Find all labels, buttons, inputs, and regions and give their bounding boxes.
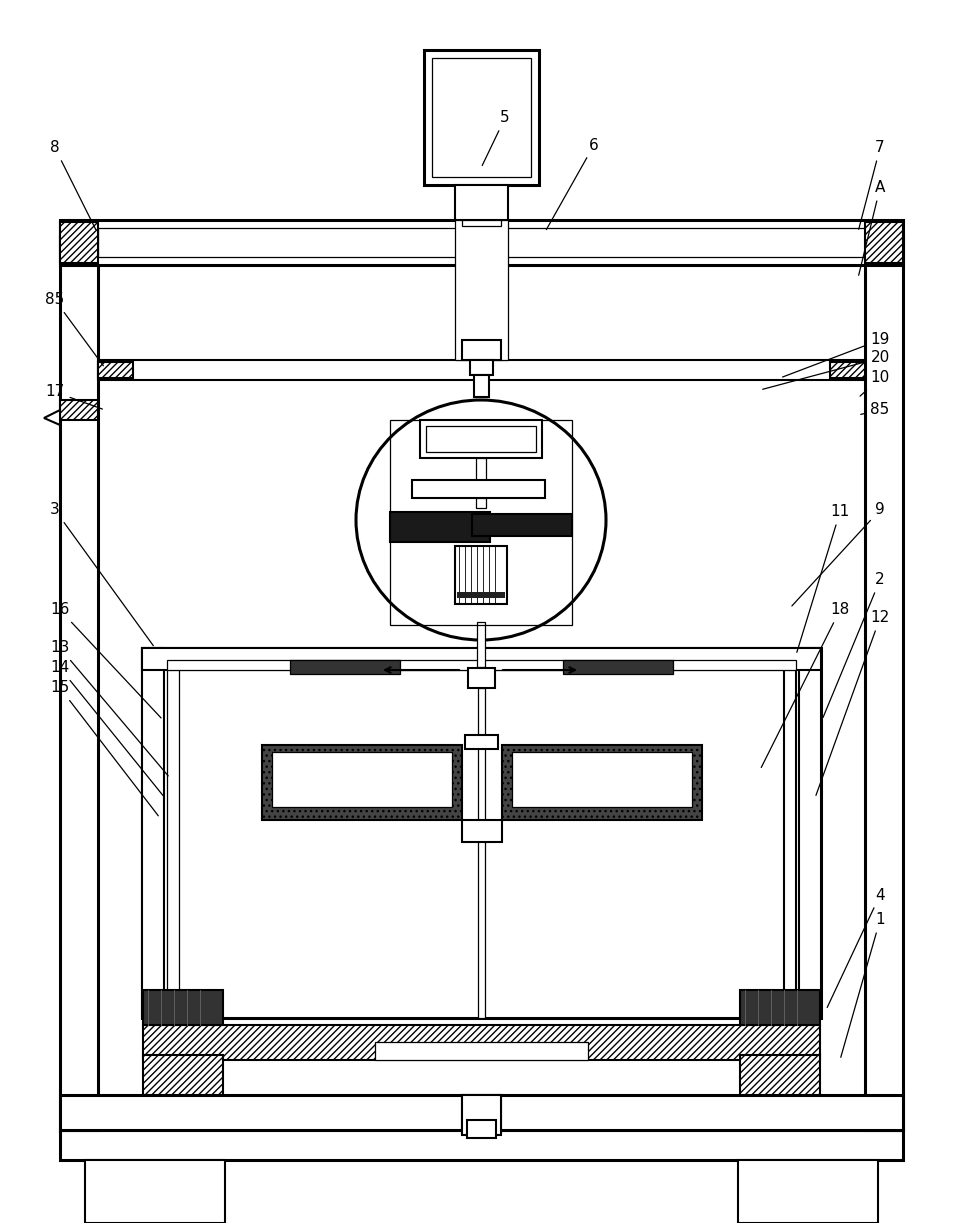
Text: 4: 4 [827,888,885,1008]
Text: 19: 19 [783,333,890,377]
Bar [502,745,702,819]
Bar [143,1025,820,1060]
Text: 11: 11 [796,505,849,652]
Text: A: A [859,181,885,275]
Bar [60,223,98,263]
Text: 16: 16 [50,603,161,718]
Bar [60,235,98,1130]
Bar [143,989,223,1025]
Bar [467,1120,496,1137]
Bar [740,1055,820,1095]
Bar [98,362,133,378]
Bar [426,426,536,453]
Text: 12: 12 [816,610,890,795]
Bar [455,220,508,360]
Bar [563,660,673,674]
Bar [290,660,400,674]
Text: 13: 13 [50,641,169,775]
Text: 10: 10 [860,371,890,396]
Bar [865,223,903,263]
Bar [455,185,508,220]
Bar [468,668,495,689]
Bar [512,752,692,807]
Text: 14: 14 [50,660,164,796]
Bar [474,375,489,397]
Text: 85: 85 [861,402,890,417]
Bar [424,50,539,185]
Bar [462,220,501,226]
Bar [455,545,507,604]
Text: 9: 9 [792,503,885,605]
Bar [420,419,542,457]
Text: 7: 7 [859,141,885,230]
Ellipse shape [356,400,606,640]
Bar [390,419,572,625]
Bar [262,745,462,819]
Bar [476,457,486,479]
Bar [272,752,452,807]
Bar [142,648,164,1018]
Bar [462,1095,501,1135]
Text: 20: 20 [763,351,890,389]
Bar [432,57,531,177]
Bar [390,512,490,542]
Bar [85,1159,225,1223]
Bar [60,400,98,419]
Bar [60,1130,903,1159]
Bar [142,648,821,1018]
Bar [477,623,485,667]
Bar [465,735,498,748]
Bar [830,362,865,378]
Bar [167,660,796,670]
Text: 8: 8 [50,141,95,230]
Bar [167,668,179,1018]
Text: 17: 17 [45,384,102,408]
Bar [476,498,486,508]
Bar [738,1159,878,1223]
Bar [472,514,572,536]
Bar [470,360,493,375]
Bar [462,819,502,841]
Bar [60,220,903,265]
Bar [462,340,501,360]
Bar [462,1095,501,1132]
Bar [457,592,505,598]
Text: 85: 85 [45,292,103,366]
Bar [412,479,545,498]
Polygon shape [44,410,60,426]
Text: 15: 15 [50,680,158,816]
Text: 3: 3 [50,503,153,646]
Text: 18: 18 [761,603,849,768]
Bar [142,648,821,670]
Bar [478,689,485,1018]
Bar [60,1095,903,1130]
Text: 1: 1 [841,912,885,1058]
Bar [799,648,821,1018]
Bar [98,360,865,380]
Bar [784,668,796,1018]
Bar [98,227,865,257]
Text: 2: 2 [823,572,885,718]
Bar [143,1055,223,1095]
Bar [375,1042,588,1060]
Bar [467,1115,496,1135]
Bar [865,235,903,1130]
Text: 6: 6 [546,137,599,230]
Bar [740,989,820,1025]
Text: 5: 5 [482,110,509,165]
